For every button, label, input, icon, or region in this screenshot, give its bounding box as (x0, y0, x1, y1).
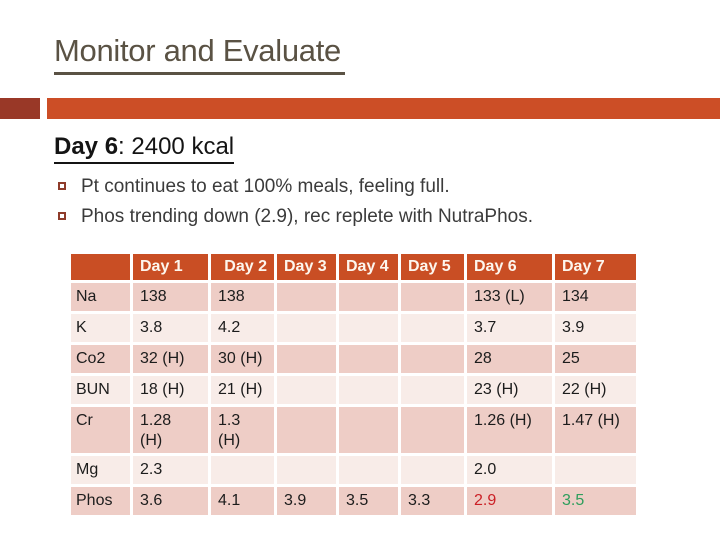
value-cell: 1.26 (H) (464, 404, 555, 456)
value-cell: 3.9 (552, 311, 639, 345)
row-label: K (68, 311, 133, 345)
value-cell: 18 (H) (130, 373, 211, 407)
day-header-cell: Day 6 (464, 251, 555, 283)
value-cell (336, 404, 401, 456)
bullet-item: Phos trending down (2.9), rec replete wi… (54, 206, 533, 228)
value-cell: 1.47 (H) (552, 404, 639, 456)
labs-table-head: Day 1 Day 2 Day 3 Day 4 Day 5 Day 6 Day 7 (68, 251, 639, 283)
table-row: Cr 1.28 (H) 1.3 (H) 1.26 (H) 1.47 (H) (68, 404, 639, 456)
value-cell (274, 280, 339, 314)
value-cell (208, 453, 277, 487)
value-cell: 3.5 (336, 484, 401, 518)
section-heading: Day 6: 2400 kcal (54, 133, 235, 164)
value-cell: 22 (H) (552, 373, 639, 407)
table-row: Na 138 138 133 (L) 134 (68, 280, 639, 314)
value-cell: 28 (464, 342, 555, 376)
day-header-cell: Day 2 (208, 251, 277, 283)
value-cell: 3.3 (398, 484, 467, 518)
row-label: Phos (68, 484, 133, 518)
value-cell (398, 373, 467, 407)
row-label: Na (68, 280, 133, 314)
bullet-square-icon (58, 182, 66, 190)
row-label: Cr (68, 404, 133, 456)
value-cell (552, 453, 639, 487)
value-cell (274, 404, 339, 456)
value-cell: 25 (552, 342, 639, 376)
row-label: Co2 (68, 342, 133, 376)
value-cell: 4.2 (208, 311, 277, 345)
value-cell: 2.0 (464, 453, 555, 487)
value-cell: 30 (H) (208, 342, 277, 376)
value-cell (274, 342, 339, 376)
slide-title-area: Monitor and Evaluate (54, 33, 345, 75)
table-row: Mg 2.3 2.0 (68, 453, 639, 487)
value-cell: 21 (H) (208, 373, 277, 407)
value-cell: 23 (H) (464, 373, 555, 407)
value-cell (274, 311, 339, 345)
table-row: BUN 18 (H) 21 (H) 23 (H) 22 (H) (68, 373, 639, 407)
section-heading-day: Day 6 (54, 133, 119, 160)
day-header-cell: Day 1 (130, 251, 211, 283)
labs-table-body: Na 138 138 133 (L) 134 K 3.8 4.2 3.7 3.9 Co2 32 (H)… (68, 280, 639, 518)
slide-title: Monitor and Evaluate (54, 33, 345, 75)
day-header-cell: Day 5 (398, 251, 467, 283)
value-cell (336, 453, 401, 487)
value-cell: 2.3 (130, 453, 211, 487)
value-cell (398, 342, 467, 376)
day-header-cell: Day 7 (552, 251, 639, 283)
day-header-cell: Day 4 (336, 251, 401, 283)
value-cell (336, 342, 401, 376)
bullet-text: Pt continues to eat 100% meals, feeling … (81, 176, 450, 197)
day-header-cell: Day 3 (274, 251, 339, 283)
value-cell: 4.1 (208, 484, 277, 518)
value-cell (336, 311, 401, 345)
bullet-item: Pt continues to eat 100% meals, feeling … (54, 176, 533, 198)
labs-table: Day 1 Day 2 Day 3 Day 4 Day 5 Day 6 Day 7 Na 13… (68, 251, 639, 518)
value-cell: 133 (L) (464, 280, 555, 314)
value-cell (398, 280, 467, 314)
value-cell: 32 (H) (130, 342, 211, 376)
bullet-square-icon (58, 212, 66, 220)
accent-bar-left-square (0, 98, 40, 119)
value-cell: 134 (552, 280, 639, 314)
value-cell: 1.3 (H) (208, 404, 277, 456)
value-cell: 1.28 (H) (130, 404, 211, 456)
value-cell: 3.7 (464, 311, 555, 345)
bullet-list: Pt continues to eat 100% meals, feeling … (54, 176, 533, 236)
value-cell (336, 280, 401, 314)
table-row: K 3.8 4.2 3.7 3.9 (68, 311, 639, 345)
value-cell: 2.9 (464, 484, 555, 518)
value-cell: 138 (208, 280, 277, 314)
row-label: Mg (68, 453, 133, 487)
value-cell (398, 311, 467, 345)
value-cell: 3.9 (274, 484, 339, 518)
value-cell (274, 373, 339, 407)
value-cell: 3.5 (552, 484, 639, 518)
table-row: Co2 32 (H) 30 (H) 28 25 (68, 342, 639, 376)
value-cell (274, 453, 339, 487)
accent-bar (47, 98, 720, 119)
corner-header-cell (68, 251, 133, 283)
bullet-text: Phos trending down (2.9), rec replete wi… (81, 206, 534, 227)
section-heading-text: Day 6: 2400 kcal (54, 133, 235, 164)
table-header-row: Day 1 Day 2 Day 3 Day 4 Day 5 Day 6 Day 7 (68, 251, 639, 283)
value-cell: 3.6 (130, 484, 211, 518)
section-heading-kcal: : 2400 kcal (118, 133, 235, 160)
value-cell (336, 373, 401, 407)
value-cell: 3.8 (130, 311, 211, 345)
table-row: Phos 3.6 4.1 3.9 3.5 3.3 2.9 3.5 (68, 484, 639, 518)
value-cell: 138 (130, 280, 211, 314)
row-label: BUN (68, 373, 133, 407)
value-cell (398, 453, 467, 487)
value-cell (398, 404, 467, 456)
